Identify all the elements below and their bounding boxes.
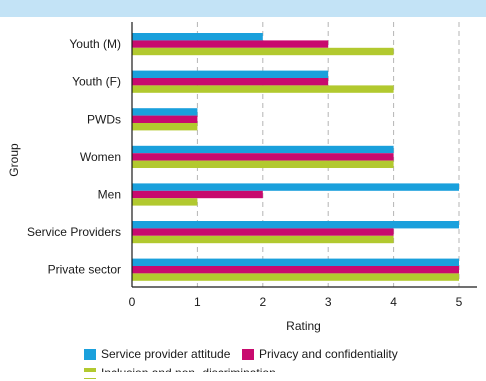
bar-women-privacy-and-confidentiality — [132, 153, 394, 161]
bar-service-providers-privacy-and-confidentiality — [132, 228, 394, 236]
bar-service-providers-inclusion-and-non-discrimination — [132, 235, 394, 244]
bar-pwds-service-provider-attitude — [132, 108, 198, 116]
x-tick-label-1: 1 — [194, 295, 201, 309]
bar-private-sector-service-provider-attitude — [132, 258, 459, 266]
category-label-service-providers: Service Providers — [27, 225, 121, 239]
bar-chart: Youth (M) Youth (F) PWDs Women Men Service Pr… — [7, 22, 477, 333]
bar-youth-f-privacy-and-confidentiality — [132, 78, 329, 86]
bar-youth-m-inclusion-and-non-discrimination — [132, 47, 394, 56]
bar-men-privacy-and-confidentiality — [132, 190, 263, 199]
legend-item-privacy-and-confidentiality: Privacy and confidentiality — [242, 346, 398, 362]
bar-private-sector-privacy-and-confidentiality — [132, 266, 459, 274]
bar-private-sector-inclusion-and-non-discrimination — [132, 273, 459, 281]
legend-label-privacy-and-confidentiality: Privacy and confidentiality — [259, 347, 398, 361]
bar-pwds-privacy-and-confidentiality — [132, 115, 198, 123]
legend-label-service-provider-attitude: Service provider attitude — [101, 347, 231, 361]
x-tick-label-0: 0 — [129, 295, 136, 309]
x-tick-label-3: 3 — [325, 295, 332, 309]
bar-service-providers-service-provider-attitude — [132, 221, 459, 229]
bar-men-inclusion-and-non-discrimination — [132, 198, 198, 206]
bar-youth-m-service-provider-attitude — [132, 33, 263, 41]
bottom-band — [0, 372, 486, 378]
legend-swatch-privacy-and-confidentiality — [242, 348, 254, 360]
category-label-pwds: PWDs — [87, 112, 121, 126]
bar-youth-f-service-provider-attitude — [132, 70, 329, 78]
x-tick-label-5: 5 — [456, 295, 463, 309]
bar-pwds-inclusion-and-non-discrimination — [132, 123, 198, 131]
y-axis-title: Group — [7, 143, 21, 177]
x-axis-title: Rating — [286, 319, 321, 333]
category-label-youth-f: Youth (F) — [72, 75, 121, 89]
bar-women-inclusion-and-non-discrimination — [132, 160, 394, 168]
x-tick-label-2: 2 — [259, 295, 266, 309]
category-label-men: Men — [98, 188, 121, 202]
bar-men-service-provider-attitude — [132, 183, 459, 191]
category-label-women: Women — [80, 150, 121, 164]
bar-women-service-provider-attitude — [132, 145, 394, 154]
legend-item-service-provider-attitude: Service provider attitude — [84, 346, 230, 362]
legend-swatch-service-provider-attitude — [84, 348, 96, 360]
header-band — [0, 0, 486, 17]
bar-youth-m-privacy-and-confidentiality — [132, 40, 329, 48]
bar-youth-f-inclusion-and-non-discrimination — [132, 85, 394, 93]
x-tick-label-4: 4 — [390, 295, 397, 309]
category-label-private-sector: Private sector — [48, 263, 121, 277]
category-label-youth-m: Youth (M) — [69, 37, 121, 51]
